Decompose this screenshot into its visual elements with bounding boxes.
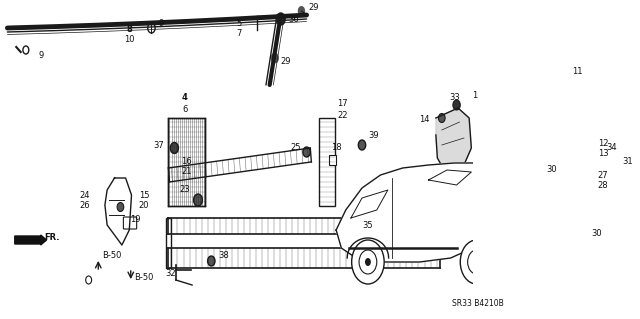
Bar bbox=[319, 118, 335, 206]
Circle shape bbox=[365, 258, 371, 266]
Circle shape bbox=[276, 13, 285, 25]
FancyArrow shape bbox=[15, 235, 47, 245]
Text: 28: 28 bbox=[597, 181, 607, 189]
Text: 30: 30 bbox=[591, 229, 602, 239]
Text: 21: 21 bbox=[181, 167, 191, 176]
Text: 7: 7 bbox=[236, 29, 241, 39]
Bar bbox=[329, 155, 336, 165]
Text: 9: 9 bbox=[159, 19, 164, 28]
Text: 23: 23 bbox=[179, 186, 190, 195]
Text: 13: 13 bbox=[598, 150, 609, 159]
Text: 22: 22 bbox=[337, 110, 348, 120]
Text: 17: 17 bbox=[337, 100, 348, 108]
Text: 14: 14 bbox=[419, 115, 430, 124]
Circle shape bbox=[193, 194, 202, 206]
Text: 8: 8 bbox=[127, 26, 132, 34]
Text: 38: 38 bbox=[218, 251, 228, 261]
Circle shape bbox=[358, 140, 365, 150]
Circle shape bbox=[438, 114, 445, 122]
Text: SR33 B4210B: SR33 B4210B bbox=[452, 299, 504, 308]
Circle shape bbox=[559, 174, 566, 182]
Text: 18: 18 bbox=[332, 144, 342, 152]
Text: 31: 31 bbox=[622, 158, 633, 167]
Circle shape bbox=[351, 228, 358, 238]
FancyBboxPatch shape bbox=[124, 217, 137, 229]
Circle shape bbox=[453, 100, 460, 110]
Text: 30: 30 bbox=[547, 166, 557, 174]
Text: 1: 1 bbox=[472, 91, 477, 100]
Text: 9: 9 bbox=[38, 51, 44, 61]
Polygon shape bbox=[595, 168, 621, 232]
Text: B-50: B-50 bbox=[134, 273, 154, 283]
Text: 2: 2 bbox=[368, 263, 374, 272]
Text: 33: 33 bbox=[449, 93, 460, 101]
Text: 29: 29 bbox=[309, 4, 319, 12]
Text: 29: 29 bbox=[281, 57, 291, 66]
Circle shape bbox=[460, 240, 493, 284]
Text: 26: 26 bbox=[79, 201, 90, 210]
Circle shape bbox=[303, 147, 310, 157]
Text: 27: 27 bbox=[597, 170, 607, 180]
Bar bbox=[166, 218, 171, 268]
Text: 5: 5 bbox=[236, 19, 241, 28]
Circle shape bbox=[298, 6, 305, 16]
Circle shape bbox=[474, 258, 479, 266]
Text: 15: 15 bbox=[139, 190, 149, 199]
Text: 35: 35 bbox=[362, 220, 372, 229]
Polygon shape bbox=[436, 108, 471, 175]
Circle shape bbox=[117, 203, 124, 211]
Text: FR.: FR. bbox=[44, 234, 60, 242]
Circle shape bbox=[271, 53, 278, 63]
Text: 3: 3 bbox=[368, 273, 374, 283]
Text: 34: 34 bbox=[606, 144, 616, 152]
Circle shape bbox=[207, 256, 215, 266]
Circle shape bbox=[580, 233, 588, 243]
Bar bbox=[168, 118, 205, 206]
Text: 11: 11 bbox=[573, 68, 583, 77]
Bar bbox=[556, 148, 594, 183]
Text: 10: 10 bbox=[124, 35, 134, 44]
Polygon shape bbox=[336, 163, 501, 262]
Circle shape bbox=[600, 153, 606, 162]
Text: 20: 20 bbox=[139, 201, 149, 210]
Text: B-50: B-50 bbox=[102, 250, 122, 259]
Text: 37: 37 bbox=[154, 140, 164, 150]
Text: 4: 4 bbox=[182, 93, 188, 102]
Circle shape bbox=[170, 143, 179, 153]
Text: 25: 25 bbox=[291, 144, 301, 152]
Text: 16: 16 bbox=[181, 158, 191, 167]
Circle shape bbox=[351, 240, 384, 284]
Text: 19: 19 bbox=[130, 216, 140, 225]
Text: 32: 32 bbox=[165, 270, 176, 278]
Text: 24: 24 bbox=[80, 190, 90, 199]
Text: 6: 6 bbox=[182, 105, 188, 114]
Text: 39: 39 bbox=[368, 130, 378, 139]
Text: 12: 12 bbox=[598, 138, 609, 147]
Text: 36: 36 bbox=[288, 16, 299, 25]
